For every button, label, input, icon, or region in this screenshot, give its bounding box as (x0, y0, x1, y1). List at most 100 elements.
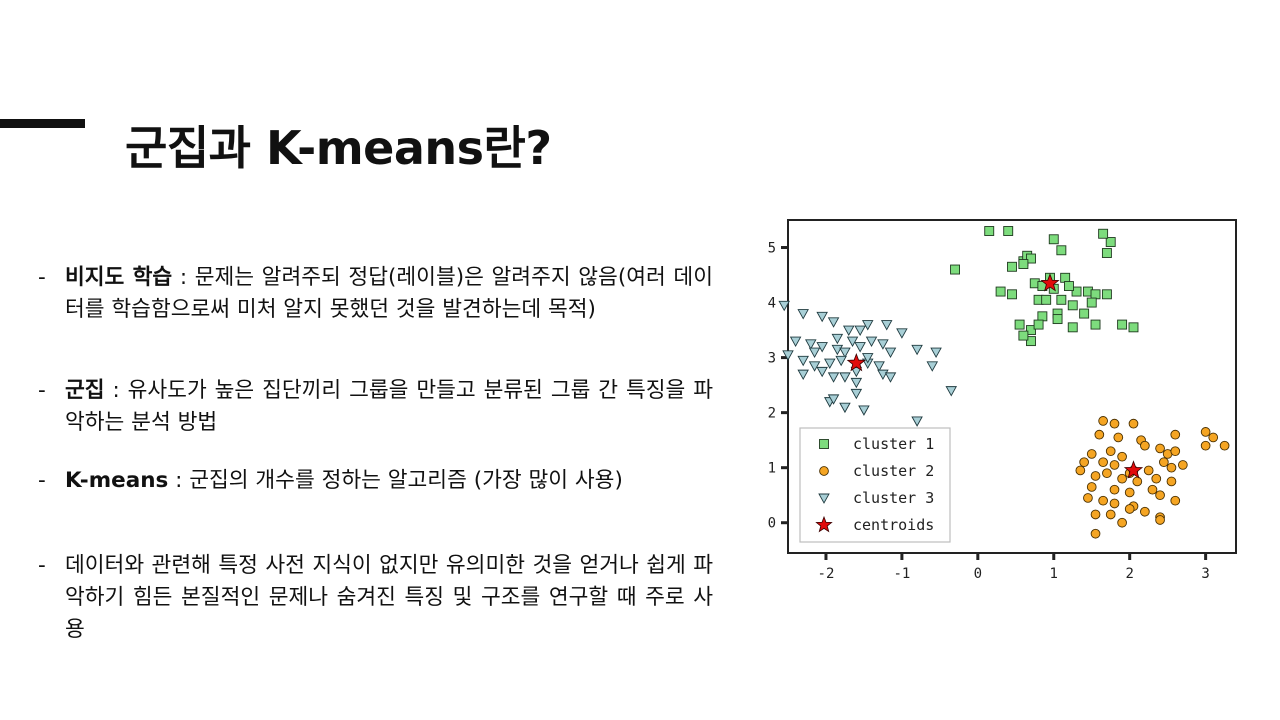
cluster-3-point (831, 333, 844, 345)
cluster-2-point (1219, 440, 1230, 451)
cluster-3-point (861, 353, 874, 364)
cluster-2-point (1117, 451, 1127, 462)
bullet-text: : 군집의 개수를 정하는 알고리즘 (가장 많이 사용) (168, 468, 623, 493)
cluster-1-point (1063, 281, 1074, 291)
cluster-3-point (877, 339, 889, 350)
y-tick-label: 0 (768, 516, 776, 532)
cluster-1-point (1067, 322, 1078, 333)
cluster-1-point (1003, 226, 1014, 236)
cluster-2-point (1086, 482, 1097, 492)
cluster-3-point (884, 372, 897, 383)
cluster-3-point (778, 300, 790, 312)
cluster-3-point (930, 347, 942, 359)
cluster-2-point (1109, 498, 1120, 509)
cluster-3-point (865, 336, 878, 348)
cluster-3-point (850, 377, 863, 389)
cluster-2-point (1083, 493, 1093, 503)
bullet-usage: - 데이터와 관련해 특정 사전 지식이 없지만 유의미한 것을 얻거나 쉽게 … (38, 550, 713, 646)
cluster-3-point (797, 355, 809, 367)
cluster-3-point (945, 386, 958, 397)
cluster-3-point (805, 339, 817, 350)
cluster-1-point (1090, 289, 1101, 300)
cluster-1-point (1128, 322, 1139, 333)
cluster-1-point (984, 226, 995, 236)
cluster-1-point (1018, 259, 1029, 269)
bullet-text: : 문제는 알려주되 정답(레이블)은 알려주지 않음(여러 데이터를 학습함으… (65, 265, 713, 322)
cluster-2-point (1170, 446, 1181, 457)
cluster-2-point (1159, 457, 1169, 468)
cluster-2-point (1117, 473, 1127, 484)
y-tick-label: 5 (768, 241, 776, 257)
legend-label: cluster 2 (853, 462, 934, 480)
cluster-3-point (835, 355, 847, 367)
cluster-3-point (884, 347, 897, 359)
cluster-1-point (1079, 308, 1090, 319)
cluster-3-point (789, 336, 802, 348)
centroid-star (846, 352, 866, 372)
cluster-2-point (1113, 432, 1124, 443)
cluster-1-point (1056, 245, 1067, 256)
cluster-2-point (1109, 418, 1120, 429)
cluster-3-point (839, 402, 851, 414)
cluster-2-point (1140, 440, 1150, 451)
cluster-2-point (1090, 528, 1101, 539)
cluster-3-point (831, 344, 844, 356)
bullet-term: K-means (65, 468, 169, 493)
cluster-2-point (1147, 484, 1158, 495)
cluster-1-point (995, 286, 1006, 297)
bullet-term: 비지도 학습 (65, 265, 173, 290)
cluster-1-point (1007, 261, 1017, 272)
cluster-3-point (926, 361, 939, 372)
cluster-2-point (1086, 449, 1097, 459)
x-tick-label: -2 (818, 566, 835, 582)
cluster-1-point (1101, 289, 1112, 300)
legend-label: centroids (853, 516, 934, 534)
cluster-2-point (1109, 460, 1120, 470)
slide-title: 군집과 K-means란? (125, 121, 552, 175)
cluster-2-point (1155, 515, 1165, 525)
cluster-1-point (1071, 286, 1082, 297)
cluster-1-point (1090, 319, 1101, 330)
cluster-1-point (1052, 314, 1063, 325)
cluster-2-point (1170, 495, 1181, 506)
cluster-3-point (816, 311, 828, 323)
cluster-2-point (1200, 427, 1211, 437)
cluster-2-point (1170, 429, 1181, 440)
scatter-chart: -2 -1 0 1 2 3 0 1 2 3 4 5 cluster 1 cluster 2 cluster … (768, 219, 1237, 582)
cluster-2-point (1098, 495, 1108, 506)
cluster-3-point (877, 369, 889, 381)
cluster-2-point (1109, 484, 1120, 495)
cluster-1-point (1026, 325, 1036, 336)
cluster-2-point (1117, 517, 1127, 528)
x-tick-label: 3 (1201, 566, 1209, 582)
cluster-2-point (1124, 504, 1135, 514)
legend-label: cluster 1 (853, 435, 934, 453)
bullet-unsupervised-learning: - 비지도 학습 : 문제는 알려주되 정답(레이블)은 알려주지 않음(여러 … (38, 262, 713, 326)
cluster-2-point (1151, 473, 1162, 484)
bullet-dash: - (38, 378, 46, 403)
cluster-2-point (1090, 471, 1101, 481)
cluster-3-point (816, 366, 828, 378)
cluster-3-point (896, 328, 908, 339)
legend-marker (815, 515, 833, 533)
cluster-3-point (911, 416, 923, 427)
cluster-2-point (1105, 509, 1116, 520)
cluster-3-point (850, 388, 863, 400)
title-accent-bar (0, 119, 85, 128)
cluster-1-point (1105, 237, 1116, 247)
cluster-3-point (854, 325, 866, 337)
kmeans-scatter-figure: -2 -1 0 1 2 3 0 1 2 3 4 5 cluster 1 cluster 2 cluster … (750, 210, 1245, 595)
y-tick-label: 3 (768, 351, 776, 367)
legend-marker (818, 493, 830, 504)
bullet-clustering: - 군집 : 유사도가 높은 집단끼리 그룹을 만들고 분류된 그룹 간 특징을… (38, 375, 713, 439)
cluster-2-point (1208, 432, 1219, 443)
cluster-2-point (1140, 506, 1150, 517)
bullet-text: 데이터와 관련해 특정 사전 지식이 없지만 유의미한 것을 얻거나 쉽게 파 … (65, 553, 713, 642)
cluster-1-point (1026, 336, 1036, 347)
bullet-dash: - (38, 265, 46, 290)
cluster-3-point (808, 361, 821, 372)
legend-marker (819, 466, 829, 476)
legend-label: cluster 3 (853, 489, 934, 507)
cluster-1-point (1056, 294, 1067, 305)
cluster-1-point (1037, 311, 1048, 322)
